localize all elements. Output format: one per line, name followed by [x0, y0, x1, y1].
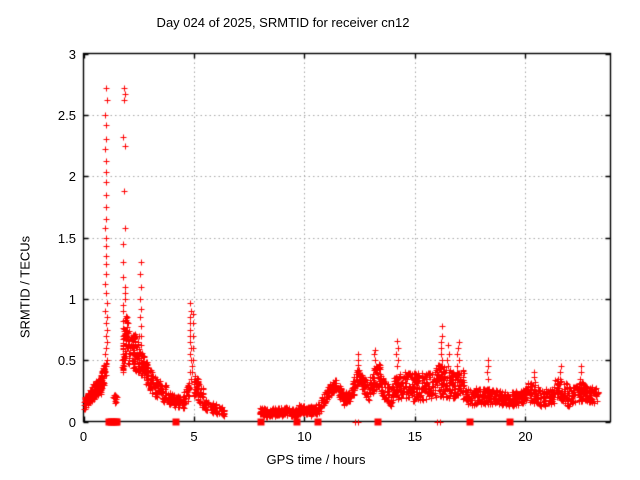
x-tick-label: 20	[518, 429, 533, 444]
y-tick-label: 2	[68, 169, 76, 185]
y-tick-label: 3	[68, 46, 76, 62]
y-tick-label: 2.5	[57, 107, 76, 123]
y-tick-label: 0	[68, 414, 76, 430]
x-tick-label: 5	[190, 429, 198, 444]
x-tick-label: 15	[407, 429, 423, 444]
x-tick-label: 10	[297, 429, 312, 444]
y-tick-label: 1.5	[57, 230, 76, 246]
y-tick-label: 1	[68, 291, 76, 307]
x-tick-label: 0	[79, 429, 88, 444]
y-tick-label: 0.5	[57, 353, 76, 369]
